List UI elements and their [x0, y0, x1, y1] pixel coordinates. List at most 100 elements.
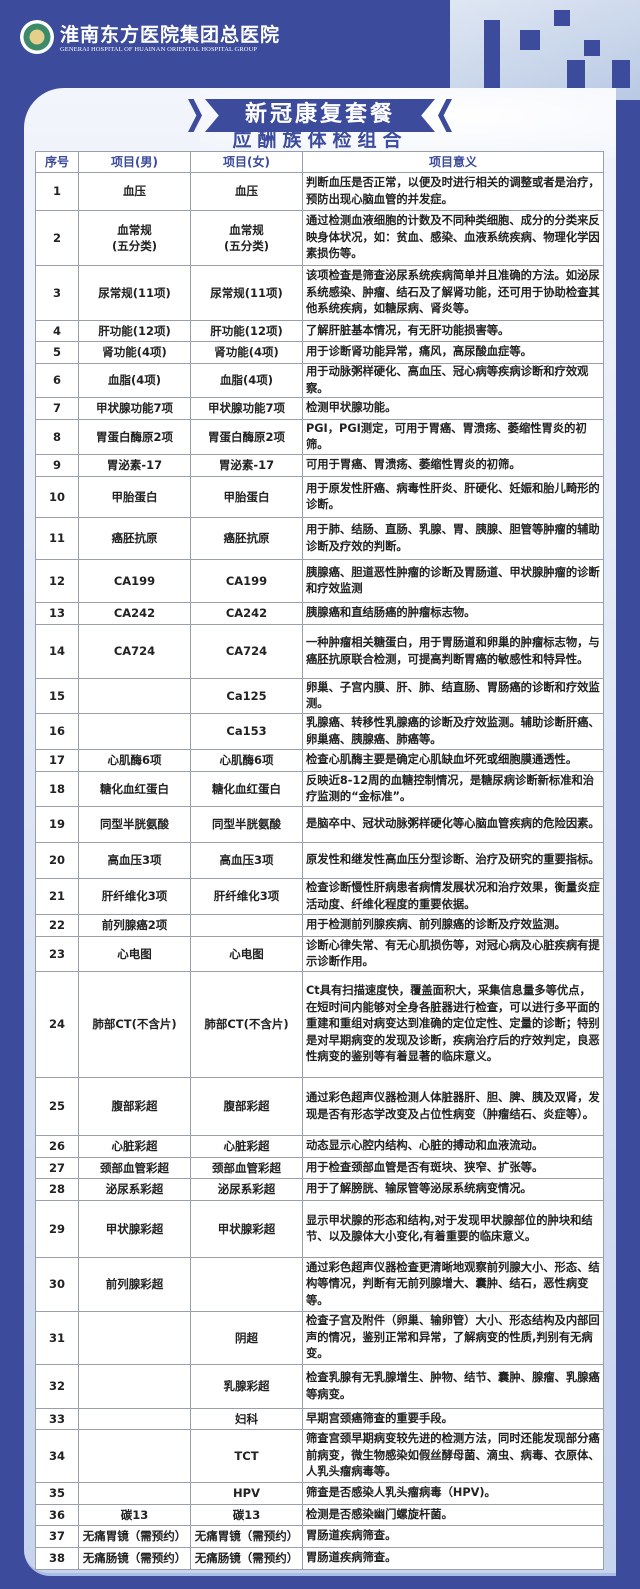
female-item-cell: 颈部血管彩超 [190, 1157, 303, 1179]
female-item-cell: 肝纤维化3项 [190, 878, 303, 915]
col-header-seq: 序号 [35, 151, 79, 173]
table-row: 26 心脏彩超 心脏彩超 动态显示心腔内结构、心脏的搏动和血液流动。 [35, 1135, 604, 1158]
female-item-cell: 碳13 [190, 1504, 303, 1526]
female-item-cell: 同型半胱氨酸 [190, 806, 303, 843]
male-item-cell: 血常规 (五分类) [78, 210, 191, 266]
meaning-cell: 检查心肌酶主要是确定心肌缺血坏死或细胞膜通透性。 [302, 749, 604, 772]
male-item-cell: 无痛肠镜（需预约） [78, 1547, 191, 1570]
meaning-cell: 该项检查是筛查泌尿系统疾病简单并且准确的方法。如泌尿系统感染、肿瘤、结石及了解肾… [302, 265, 604, 321]
seq-cell: 7 [35, 397, 79, 420]
seq-cell: 27 [35, 1157, 79, 1179]
female-item-cell: CA242 [190, 602, 303, 625]
meaning-cell: Ct具有扫描速度快，覆盖面积大，采集信息量多等优点，在短时间内能够对全身各脏器进… [302, 971, 604, 1078]
meaning-cell: 诊断心律失常、有无心肌损伤等，对冠心病及心脏疾病有提示诊断作用。 [302, 936, 604, 972]
seq-cell: 36 [35, 1504, 79, 1526]
table-row: 28 泌尿系彩超 泌尿系彩超 用于了解膀胱、输尿管等泌尿系统病变情况。 [35, 1178, 604, 1201]
meaning-cell: 用于诊断肾功能异常，痛风，高尿酸血症等。 [302, 341, 604, 364]
col-header-female: 项目(女) [190, 151, 303, 173]
meaning-cell: 用于检测前列腺疾病、前列腺癌的诊断及疗效监测。 [302, 914, 604, 937]
seq-cell: 25 [35, 1077, 79, 1136]
meaning-cell: 动态显示心腔内结构、心脏的搏动和血液流动。 [302, 1135, 604, 1158]
decor-square [484, 20, 500, 90]
male-item-cell: 甲状腺功能7项 [78, 397, 191, 420]
male-item-cell [78, 678, 191, 714]
male-item-cell: 胃蛋白酶原2项 [78, 419, 191, 455]
meaning-cell: 通过彩色超声仪器检测人体脏器肝、胆、脾、胰及双肾，发现是否有形态学改变及占位性病… [302, 1077, 604, 1136]
table-row: 38 无痛肠镜（需预约） 无痛肠镜（需预约） 胃肠道疾病筛查。 [35, 1547, 604, 1570]
seq-cell: 18 [35, 771, 79, 807]
table-row: 7 甲状腺功能7项 甲状腺功能7项 检测甲状腺功能。 [35, 397, 604, 420]
male-item-cell: CA242 [78, 602, 191, 625]
table-row: 18 糖化血红蛋白 糖化血红蛋白 反映近8-12周的血糖控制情况，是糖尿病诊断新标准和… [35, 771, 604, 807]
table-header: 序号 项目(男) 项目(女) 项目意义 [35, 151, 604, 173]
meaning-cell: PGⅠ，PGⅠ测定，可用于胃癌、胃溃疡、萎缩性胃炎的初筛。 [302, 419, 604, 455]
seq-cell: 31 [35, 1311, 79, 1365]
female-item-cell: 泌尿系彩超 [190, 1178, 303, 1201]
table-row: 23 心电图 心电图 诊断心律失常、有无心肌损伤等，对冠心病及心脏疾病有提示诊断作用。 [35, 936, 604, 972]
seq-cell: 5 [35, 341, 79, 364]
male-item-cell: 糖化血红蛋白 [78, 771, 191, 807]
meaning-cell: 胃肠道疾病筛查。 [302, 1547, 604, 1570]
table-row: 34 TCT 筛查宫颈早期病变较先进的检测方法，同时还能发现部分癌前病变，微生物感染… [35, 1429, 604, 1483]
male-item-cell: 腹部彩超 [78, 1077, 191, 1136]
male-item-cell: 同型半胱氨酸 [78, 806, 191, 843]
table-row: 25 腹部彩超 腹部彩超 通过彩色超声仪器检测人体脏器肝、胆、脾、胰及双肾，发现是否有… [35, 1077, 604, 1136]
meaning-cell: 用于检查颈部血管是否有斑块、狭窄、扩张等。 [302, 1157, 604, 1179]
male-item-cell [78, 1364, 191, 1409]
seq-cell: 9 [35, 454, 79, 477]
male-item-cell: CA199 [78, 559, 191, 603]
table-row: 29 甲状腺彩超 甲状腺彩超 显示甲状腺的形态和结构,对于发现甲状腺部位的肿块和结节、… [35, 1200, 604, 1258]
meaning-cell: 了解肝脏基本情况，有无肝功能损害等。 [302, 320, 604, 342]
male-item-cell: 颈部血管彩超 [78, 1157, 191, 1179]
seq-cell: 1 [35, 172, 79, 211]
seq-cell: 10 [35, 476, 79, 518]
meaning-cell: 筛查宫颈早期病变较先进的检测方法，同时还能发现部分癌前病变，微生物感染如假丝酵母… [302, 1429, 604, 1483]
meaning-cell: 可用于胃癌、胃溃疡、萎缩性胃炎的初筛。 [302, 454, 604, 477]
male-item-cell [78, 1311, 191, 1365]
decor-square [520, 30, 540, 50]
seq-cell: 8 [35, 419, 79, 455]
decor-square [612, 60, 630, 88]
seq-cell: 3 [35, 265, 79, 321]
female-item-cell: 无痛肠镜（需预约） [190, 1547, 303, 1570]
female-item-cell: 胃蛋白酶原2项 [190, 419, 303, 455]
male-item-cell: CA724 [78, 624, 191, 679]
male-item-cell: 甲胎蛋白 [78, 476, 191, 518]
male-item-cell: 肾功能(4项) [78, 341, 191, 364]
female-item-cell: 阴超 [190, 1311, 303, 1365]
female-item-cell: 血脂(4项) [190, 363, 303, 398]
meaning-cell: 通过彩色超声仪器检查更清晰地观察前列腺大小、形态、结构等情况，判断有无前列腺增大… [302, 1257, 604, 1312]
table-row: 16 Ca153 乳腺癌、转移性乳腺癌的诊断及疗效监测。辅助诊断肝癌、卵巢癌、胰腺癌… [35, 713, 604, 750]
table-row: 17 心肌酶6项 心肌酶6项 检查心肌酶主要是确定心肌缺血坏死或细胞膜通透性。 [35, 749, 604, 772]
male-item-cell: 心肌酶6项 [78, 749, 191, 772]
meaning-cell: 胃肠道疾病筛查。 [302, 1525, 604, 1548]
meaning-cell: 检查乳腺有无乳腺增生、肿物、结节、囊肿、腺瘤、乳腺癌等病变。 [302, 1364, 604, 1409]
female-item-cell: Ca125 [190, 678, 303, 714]
meaning-cell: 检查诊断慢性肝病患者病情发展状况和治疗效果，衡量炎症活动度、纤维化程度的重要依据… [302, 878, 604, 915]
table-row: 35 HPV 筛查是否感染人乳头瘤病毒（HPV)。 [35, 1482, 604, 1505]
male-item-cell: 高血压3项 [78, 842, 191, 879]
female-item-cell: 心脏彩超 [190, 1135, 303, 1158]
table-row: 32 乳腺彩超 检查乳腺有无乳腺增生、肿物、结节、囊肿、腺瘤、乳腺癌等病变。 [35, 1364, 604, 1409]
male-item-cell [78, 1408, 191, 1430]
male-item-cell: 前列腺癌2项 [78, 914, 191, 937]
seq-cell: 6 [35, 363, 79, 398]
meaning-cell: 判断血压是否正常，以便及时进行相关的调整或者是治疗，预防出现心脑血管的并发症。 [302, 172, 604, 211]
male-item-cell: 心脏彩超 [78, 1135, 191, 1158]
seq-cell: 26 [35, 1135, 79, 1158]
table-row: 21 肝纤维化3项 肝纤维化3项 检查诊断慢性肝病患者病情发展状况和治疗效果，衡量炎症… [35, 878, 604, 915]
meaning-cell: 是脑卒中、冠状动脉粥样硬化等心脑血管疾病的危险因素。 [302, 806, 604, 843]
col-header-meaning: 项目意义 [302, 151, 604, 173]
seq-cell: 37 [35, 1525, 79, 1548]
seq-cell: 21 [35, 878, 79, 915]
male-item-cell: 碳13 [78, 1504, 191, 1526]
meaning-cell: 通过检测血液细胞的计数及不同种类细胞、成分的分类来反映身体状况，如：贫血、感染、… [302, 210, 604, 266]
female-item-cell: 高血压3项 [190, 842, 303, 879]
female-item-cell [190, 1257, 303, 1312]
meaning-cell: 胰腺癌和直结肠癌的肿瘤标志物。 [302, 602, 604, 625]
seq-cell: 34 [35, 1429, 79, 1483]
decor-square [567, 60, 585, 88]
table-row: 15 Ca125 卵巢、子宫内膜、肝、肺、结直肠、胃肠癌的诊断和疗效监测。 [35, 678, 604, 714]
female-item-cell: 尿常规(11项) [190, 265, 303, 321]
title-banner [205, 99, 435, 132]
